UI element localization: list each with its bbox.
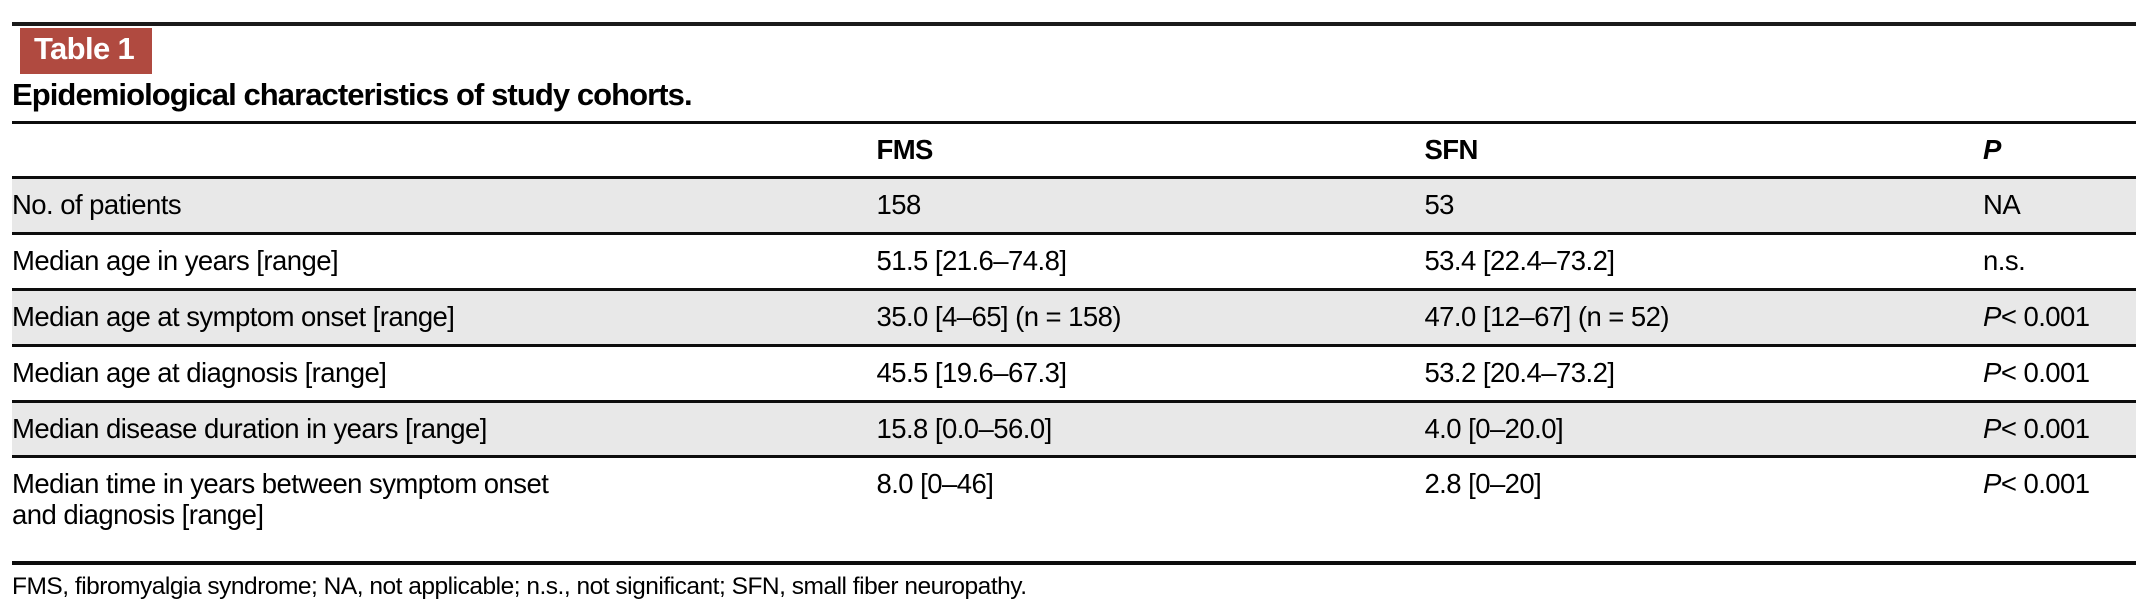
sfn-value: 4.0 [0–20.0] xyxy=(1424,412,1564,444)
p-text: NA xyxy=(1983,189,2021,221)
p-text: < 0.001 xyxy=(2000,412,2090,444)
p-value: P< 0.001 xyxy=(1983,290,2136,346)
sfn-value: 53 xyxy=(1424,189,1454,221)
table-row-age-diagnosis: Median age at diagnosis [range] 45.5 [19… xyxy=(12,345,2136,402)
table-row-symptom-onset: Median age at symptom onset [range] 35.0… xyxy=(12,289,2136,346)
row-label: No. of patients xyxy=(12,189,182,221)
row-label: Median age in years [range] xyxy=(12,245,339,277)
table-title: Epidemiological characteristics of study… xyxy=(12,76,693,112)
p-value: P< 0.001 xyxy=(1983,345,2136,401)
epidemiology-table: FMS SFN P No. of patients 158 53 NA Medi… xyxy=(12,120,2136,566)
fms-value: 8.0 [0–46] xyxy=(876,468,994,500)
table-row-median-age: Median age in years [range] 51.5 [21.6–7… xyxy=(12,234,2136,290)
table-row-onset-to-diagnosis: Median time in years between symptom ons… xyxy=(12,457,2136,563)
header-empty xyxy=(12,122,877,180)
table-row-patients: No. of patients 158 53 NA xyxy=(12,177,2136,234)
row-label: Median disease duration in years [range] xyxy=(12,412,487,444)
table-body: No. of patients 158 53 NA Median age in … xyxy=(12,177,2136,563)
p-symbol: P xyxy=(1983,301,2001,333)
table-row-disease-duration: Median disease duration in years [range]… xyxy=(12,401,2136,457)
row-label: Median time in years between symptom ons… xyxy=(12,468,549,531)
p-symbol: P xyxy=(1983,468,2001,500)
p-value: NA xyxy=(1983,178,2136,234)
sfn-value: 53.2 [20.4–73.2] xyxy=(1424,356,1615,388)
fms-value: 158 xyxy=(876,189,921,221)
table-number-label: Table 1 xyxy=(34,31,135,66)
header-fms: FMS xyxy=(876,122,1425,180)
header-p: P xyxy=(1983,122,2136,180)
p-value: P< 0.001 xyxy=(1983,457,2136,563)
fms-value: 15.8 [0.0–56.0] xyxy=(876,412,1052,444)
p-text: < 0.001 xyxy=(2000,468,2090,500)
p-symbol: P xyxy=(1983,412,2001,444)
sfn-value: 53.4 [22.4–73.2] xyxy=(1424,245,1615,277)
row-label: Median age at diagnosis [range] xyxy=(12,356,387,388)
table-number-badge: Table 1 xyxy=(20,28,153,74)
fms-value: 35.0 [4–65] (n = 158) xyxy=(876,301,1121,333)
header-row: FMS SFN P xyxy=(12,122,2136,180)
row-label: Median age at symptom onset [range] xyxy=(12,301,455,333)
header-sfn: SFN xyxy=(1424,122,1984,180)
p-text: < 0.001 xyxy=(2000,301,2090,333)
p-text: < 0.001 xyxy=(2000,356,2090,388)
sfn-value: 2.8 [0–20] xyxy=(1424,468,1542,500)
fms-value: 45.5 [19.6–67.3] xyxy=(876,356,1067,388)
p-value: P< 0.001 xyxy=(1983,401,2136,457)
sfn-value: 47.0 [12–67] (n = 52) xyxy=(1424,301,1669,333)
p-text: n.s. xyxy=(1983,245,2026,277)
table-footnote: FMS, fibromyalgia syndrome; NA, not appl… xyxy=(12,573,1027,601)
fms-value: 51.5 [21.6–74.8] xyxy=(876,245,1067,277)
p-symbol: P xyxy=(1983,356,2001,388)
top-rule xyxy=(12,22,2136,26)
p-value: n.s. xyxy=(1983,234,2136,290)
table-header: FMS SFN P xyxy=(12,122,2136,180)
